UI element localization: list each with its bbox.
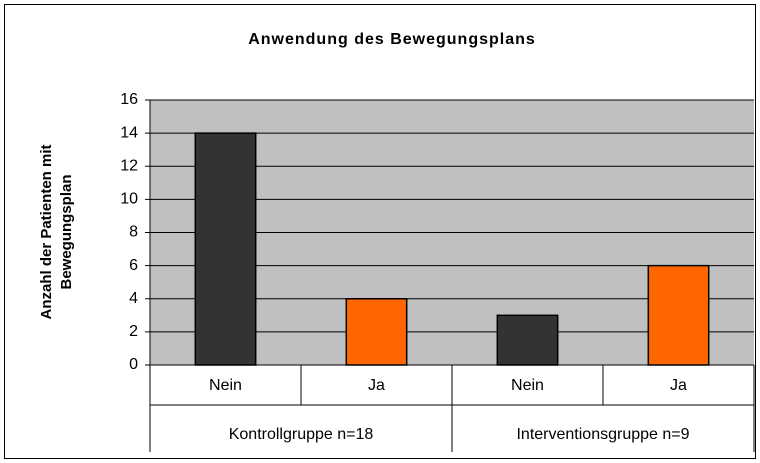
- y-tick-label: 10: [120, 191, 138, 208]
- y-tick-label: 8: [129, 224, 138, 241]
- bar: [496, 314, 559, 366]
- x-tick-label: Ja: [670, 377, 687, 394]
- x-tick-label: Ja: [368, 377, 385, 394]
- y-tick-label: 16: [120, 91, 138, 108]
- group-label: Interventionsgruppe n=9: [516, 426, 689, 443]
- y-tick-label: 14: [120, 124, 138, 141]
- y-tick-label: 6: [129, 257, 138, 274]
- x-tick-label: Nein: [209, 377, 242, 394]
- group-label: Kontrollgruppe n=18: [229, 426, 374, 443]
- y-axis-label: Bewegungsplan: [58, 174, 75, 289]
- y-tick-label: 4: [129, 290, 138, 307]
- x-tick-label: Nein: [511, 377, 544, 394]
- y-tick-label: 12: [120, 157, 138, 174]
- y-axis-label: Anzahl der Patienten mit: [38, 144, 55, 319]
- y-tick-label: 0: [129, 356, 138, 373]
- bar: [194, 132, 257, 366]
- y-tick-label: 2: [129, 323, 138, 340]
- bar: [647, 264, 710, 366]
- chart-title: Anwendung des Bewegungsplans: [248, 31, 536, 48]
- bar: [345, 298, 408, 366]
